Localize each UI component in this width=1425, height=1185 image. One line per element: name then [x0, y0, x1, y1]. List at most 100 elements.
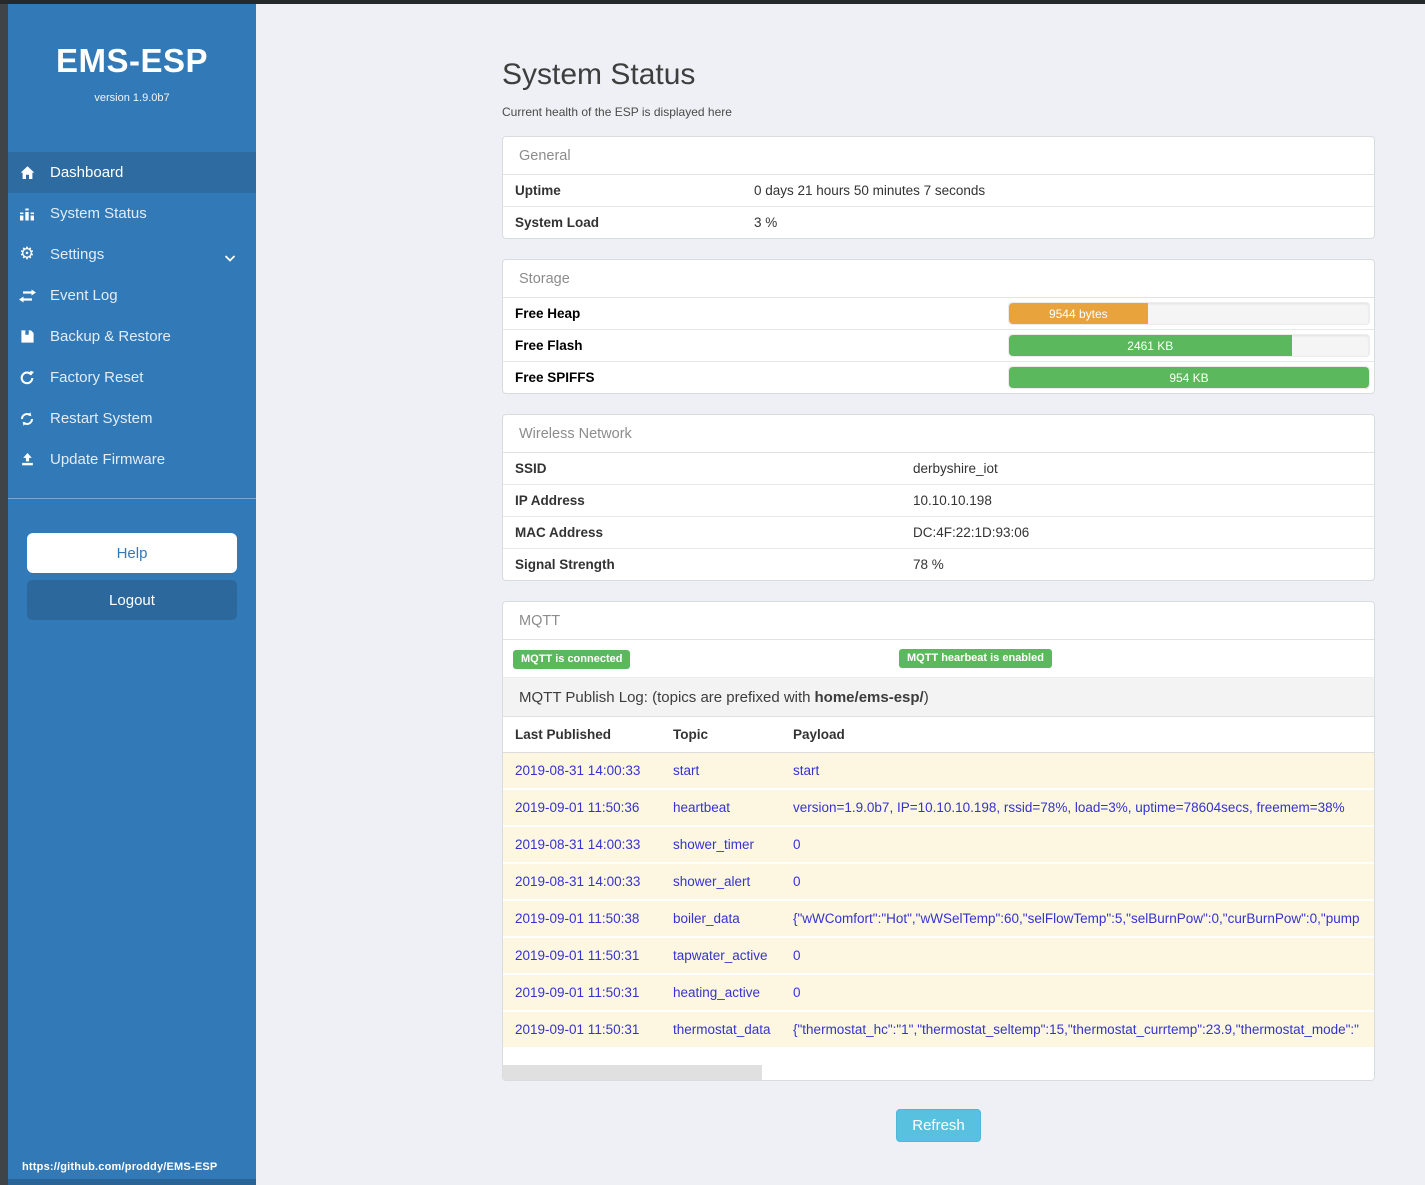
signal-strength-row: Signal Strength 78 %	[503, 549, 1374, 580]
free-flash-progress-fill: 2461 KB	[1009, 335, 1292, 356]
table-row: 2019-08-31 14:00:33 shower_timer 0	[503, 827, 1374, 864]
free-heap-label: Free Heap	[515, 306, 581, 321]
sidebar-item-event-log[interactable]: Event Log	[8, 275, 256, 316]
ssid-label: SSID	[515, 461, 547, 476]
topic-cell: heartbeat	[673, 800, 731, 815]
sidebar-item-settings[interactable]: ⚙ Settings	[8, 234, 256, 275]
topic-cell: tapwater_active	[673, 948, 768, 963]
sidebar-item-restart-system[interactable]: Restart System	[8, 398, 256, 439]
sidebar-item-system-status[interactable]: System Status	[8, 193, 256, 234]
sidebar: EMS-ESP version 1.9.0b7 Dashboard System…	[0, 0, 256, 1185]
sidebar-item-dashboard[interactable]: Dashboard	[8, 152, 256, 193]
published-cell: 2019-08-31 14:00:33	[515, 874, 641, 889]
sidebar-menu: Dashboard System Status ⚙ Settings	[8, 152, 256, 480]
logout-button[interactable]: Logout	[27, 580, 237, 620]
free-heap-value: 9544 bytes	[1048, 306, 1108, 321]
payload-cell: 0	[793, 985, 801, 1000]
help-button[interactable]: Help	[27, 533, 237, 573]
topic-cell: boiler_data	[673, 911, 740, 926]
free-flash-row: Free Flash 2461 KB	[503, 330, 1374, 362]
horizontal-scrollbar-thumb[interactable]	[503, 1065, 762, 1080]
storage-panel-title: Storage	[503, 260, 1374, 298]
mac-address-row: MAC Address DC:4F:22:1D:93:06	[503, 517, 1374, 549]
sidebar-item-label: Backup & Restore	[50, 328, 171, 345]
exchange-arrows-icon	[17, 287, 37, 305]
free-heap-progress: 9544 bytes	[1008, 302, 1370, 325]
table-row: 2019-09-01 11:50:31 thermostat_data {"th…	[503, 1012, 1374, 1049]
published-cell: 2019-09-01 11:50:36	[515, 800, 640, 815]
published-cell: 2019-09-01 11:50:31	[515, 1022, 640, 1037]
publish-log-prefix: MQTT Publish Log: (topics are prefixed w…	[519, 688, 811, 706]
sidebar-header: EMS-ESP version 1.9.0b7	[8, 0, 256, 104]
signal-strength-label: Signal Strength	[515, 557, 615, 572]
payload-cell: start	[793, 763, 820, 778]
payload-cell: version=1.9.0b7, IP=10.10.10.198, rssid=…	[793, 800, 1345, 815]
publish-log-topic-prefix: home/ems-esp/	[814, 688, 924, 706]
general-panel-title: General	[503, 137, 1374, 175]
github-link[interactable]: https://github.com/proddy/EMS-ESP	[22, 1161, 218, 1173]
sidebar-item-label: Settings	[50, 246, 105, 263]
page-subtitle: Current health of the ESP is displayed h…	[502, 105, 732, 119]
mqtt-panel-title: MQTT	[503, 602, 1374, 640]
general-panel: General Uptime 0 days 21 hours 50 minute…	[502, 136, 1375, 239]
refresh-icon	[17, 410, 37, 428]
free-heap-progress-fill: 9544 bytes	[1009, 303, 1148, 324]
payload-cell: {"thermostat_hc":"1","thermostat_seltemp…	[793, 1022, 1359, 1037]
published-cell: 2019-08-31 14:00:33	[515, 837, 641, 852]
sidebar-item-label: Restart System	[50, 410, 153, 427]
mqtt-publish-log-header: MQTT Publish Log: (topics are prefixed w…	[503, 678, 1374, 717]
mqtt-panel: MQTT MQTT is connected MQTT hearbeat is …	[502, 601, 1375, 1081]
table-row: 2019-08-31 14:00:33 shower_alert 0	[503, 864, 1374, 901]
free-spiffs-progress: 954 KB	[1008, 366, 1370, 389]
topic-cell: thermostat_data	[673, 1022, 771, 1037]
sidebar-bottom-strip	[8, 1179, 256, 1185]
sidebar-item-update-firmware[interactable]: Update Firmware	[8, 439, 256, 480]
gear-icon: ⚙	[19, 244, 35, 264]
table-bottom-gap	[503, 1049, 1374, 1065]
horizontal-scrollbar	[503, 1065, 1374, 1080]
col-payload: Payload	[793, 727, 845, 742]
table-row: 2019-09-01 11:50:36 heartbeat version=1.…	[503, 790, 1374, 827]
sidebar-item-label: Event Log	[50, 287, 118, 304]
free-spiffs-label: Free SPIFFS	[515, 370, 595, 385]
signal-strength-value: 78 %	[913, 557, 944, 572]
sidebar-divider	[8, 498, 256, 499]
uptime-value: 0 days 21 hours 50 minutes 7 seconds	[754, 183, 986, 198]
sidebar-item-label: Factory Reset	[50, 369, 144, 386]
free-spiffs-value: 954 KB	[1169, 370, 1209, 385]
save-icon	[17, 328, 37, 346]
published-cell: 2019-09-01 11:50:31	[515, 948, 640, 963]
top-edge-strip	[0, 0, 1425, 4]
sidebar-item-label: Dashboard	[50, 164, 124, 181]
payload-cell: {"wWComfort":"Hot","wWSelTemp":60,"selFl…	[793, 911, 1360, 926]
main-content: System Status Current health of the ESP …	[256, 0, 1425, 1185]
table-row: 2019-09-01 11:50:38 boiler_data {"wWComf…	[503, 901, 1374, 938]
app-version: version 1.9.0b7	[94, 92, 170, 104]
ip-address-label: IP Address	[515, 493, 585, 508]
ip-address-row: IP Address 10.10.10.198	[503, 485, 1374, 517]
free-heap-row: Free Heap 9544 bytes	[503, 298, 1374, 330]
sidebar-item-label: Update Firmware	[50, 451, 166, 468]
topic-cell: shower_timer	[673, 837, 755, 852]
rotate-icon	[17, 369, 37, 387]
app-title: EMS-ESP	[55, 42, 209, 79]
table-row: 2019-09-01 11:50:31 heating_active 0	[503, 975, 1374, 1012]
chevron-down-icon	[224, 250, 236, 267]
wireless-panel: Wireless Network SSID derbyshire_iot IP …	[502, 414, 1375, 581]
ssid-value: derbyshire_iot	[913, 461, 998, 476]
bar-chart-icon	[17, 205, 37, 223]
table-row: 2019-08-31 14:00:33 start start	[503, 753, 1374, 790]
uptime-label: Uptime	[515, 183, 561, 198]
payload-cell: 0	[793, 874, 801, 889]
storage-panel: Storage Free Heap 9544 bytes Free Flash …	[502, 259, 1375, 394]
refresh-button[interactable]: Refresh	[896, 1109, 981, 1142]
payload-cell: 0	[793, 948, 801, 963]
sidebar-item-factory-reset[interactable]: Factory Reset	[8, 357, 256, 398]
system-load-value: 3 %	[754, 215, 778, 230]
sidebar-item-backup-restore[interactable]: Backup & Restore	[8, 316, 256, 357]
col-topic: Topic	[673, 727, 708, 742]
mac-address-value: DC:4F:22:1D:93:06	[913, 525, 1030, 540]
published-cell: 2019-08-31 14:00:33	[515, 763, 641, 778]
payload-cell: 0	[793, 837, 801, 852]
sidebar-item-label: System Status	[50, 205, 147, 222]
